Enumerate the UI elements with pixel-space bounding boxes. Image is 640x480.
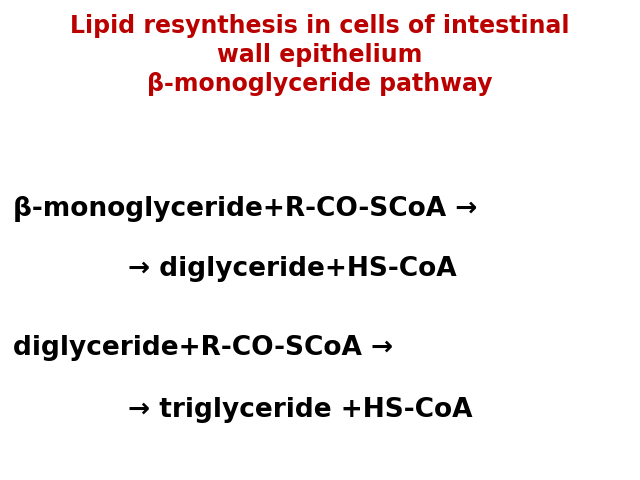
Text: β-monoglyceride+R-CO-SCoA →: β-monoglyceride+R-CO-SCoA → bbox=[13, 196, 477, 222]
Text: Lipid resynthesis in cells of intestinal
wall epithelium
β-monoglyceride pathway: Lipid resynthesis in cells of intestinal… bbox=[70, 14, 570, 96]
Text: → diglyceride+HS-CoA: → diglyceride+HS-CoA bbox=[128, 256, 456, 282]
Text: → triglyceride +HS-CoA: → triglyceride +HS-CoA bbox=[128, 397, 472, 423]
Text: diglyceride+R-CO-SCoA →: diglyceride+R-CO-SCoA → bbox=[13, 335, 393, 361]
